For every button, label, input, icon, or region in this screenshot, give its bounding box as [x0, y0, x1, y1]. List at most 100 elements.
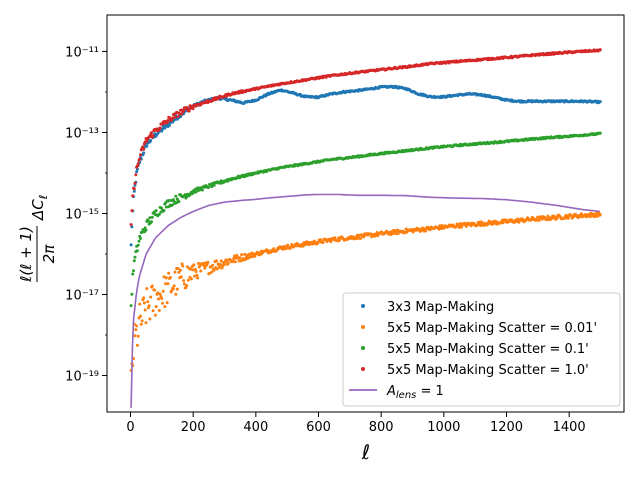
data-point — [598, 48, 602, 52]
data-point — [163, 305, 167, 309]
data-point — [185, 195, 189, 199]
data-point — [197, 261, 200, 265]
data-point — [168, 123, 171, 127]
data-point — [174, 292, 178, 296]
data-point — [191, 268, 195, 272]
data-point — [157, 309, 161, 312]
data-point — [177, 270, 181, 274]
data-point — [136, 243, 140, 247]
x-tick-label: 600 — [306, 420, 331, 435]
data-point — [148, 135, 152, 138]
data-point — [130, 292, 134, 296]
data-point — [198, 264, 202, 268]
legend-label: 5x5 Map-Making Scatter = 1.0' — [387, 363, 589, 378]
data-point — [133, 183, 137, 187]
y-tick-label: 10⁻¹¹ — [65, 45, 99, 60]
data-point — [190, 192, 194, 196]
data-point — [139, 153, 142, 157]
data-point — [134, 328, 138, 332]
x-tick-label: 800 — [369, 420, 394, 435]
data-point — [203, 266, 207, 270]
data-point — [233, 260, 237, 264]
data-point — [131, 272, 135, 276]
data-point — [243, 252, 247, 256]
data-point — [394, 232, 398, 236]
data-point — [215, 267, 219, 271]
data-point — [286, 243, 290, 247]
data-point — [154, 209, 158, 213]
data-point — [195, 273, 199, 277]
data-point — [154, 305, 158, 309]
data-point — [135, 170, 139, 174]
data-point — [135, 249, 139, 253]
data-point — [133, 334, 137, 338]
series-1 — [129, 211, 602, 372]
data-point — [139, 322, 143, 326]
data-point — [362, 235, 366, 239]
data-point — [186, 278, 190, 282]
data-point — [182, 282, 186, 286]
data-point — [135, 324, 139, 328]
data-point — [147, 304, 151, 308]
data-point — [189, 277, 193, 281]
data-point — [182, 279, 186, 283]
data-point — [535, 218, 539, 222]
data-point — [359, 236, 363, 240]
data-point — [208, 272, 211, 275]
data-point — [321, 241, 325, 244]
series-line — [130, 193, 600, 408]
legend-swatch-dot — [361, 304, 365, 308]
data-point — [176, 267, 180, 270]
data-point — [135, 343, 139, 347]
data-point — [162, 209, 166, 212]
legend-swatch-dot — [361, 367, 365, 371]
data-point — [226, 261, 230, 265]
series-2 — [129, 131, 602, 308]
data-point — [200, 188, 204, 192]
x-tick-label: 1000 — [427, 420, 460, 435]
data-point — [150, 220, 153, 224]
data-point — [175, 287, 179, 291]
data-point — [218, 265, 222, 269]
data-point — [235, 253, 239, 257]
legend-swatch-dot — [361, 325, 365, 329]
legend: 3x3 Map-Making 5x5 Map-Making Scatter = 0… — [342, 292, 621, 407]
data-point — [218, 263, 222, 266]
x-tick-label: 400 — [243, 420, 268, 435]
y-tick-label: 10⁻¹³ — [65, 126, 99, 141]
data-point — [555, 216, 559, 220]
data-point — [566, 216, 570, 220]
data-point — [164, 282, 168, 286]
data-point — [140, 319, 144, 323]
data-point — [143, 308, 147, 312]
data-point — [138, 302, 142, 306]
series-0 — [129, 84, 602, 247]
data-point — [194, 270, 198, 274]
data-point — [161, 301, 164, 305]
data-point — [207, 185, 211, 189]
data-point — [540, 217, 544, 221]
data-point — [305, 240, 309, 244]
y-axis-label-denominator: 2π — [40, 244, 58, 264]
data-point — [167, 271, 171, 275]
data-point — [146, 219, 150, 223]
data-point — [151, 309, 155, 313]
data-point — [164, 205, 168, 209]
data-point — [168, 275, 172, 279]
data-point — [172, 284, 176, 288]
data-point — [194, 190, 198, 194]
data-point — [165, 121, 169, 125]
data-point — [189, 267, 193, 271]
data-point — [411, 230, 415, 234]
data-point — [501, 221, 505, 225]
data-point — [129, 223, 133, 227]
data-point — [149, 295, 153, 299]
legend-label: 5x5 Map-Making Scatter = 0.01' — [387, 321, 597, 336]
data-point — [185, 284, 189, 287]
data-point — [312, 239, 316, 243]
data-point — [179, 268, 182, 272]
series-4 — [130, 193, 600, 408]
data-point — [177, 200, 181, 204]
data-point — [272, 247, 276, 251]
